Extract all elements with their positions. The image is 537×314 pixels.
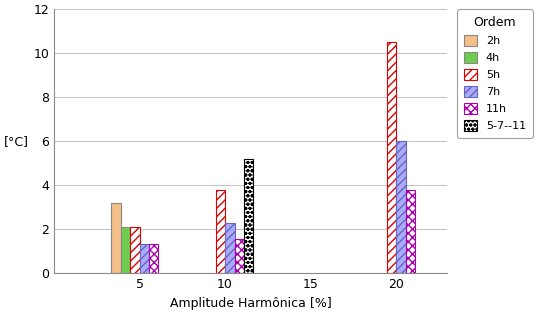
Y-axis label: [°C]: [°C]	[4, 135, 29, 148]
Bar	[121, 227, 130, 273]
Bar	[149, 244, 158, 273]
Bar	[111, 203, 121, 273]
Bar	[396, 141, 405, 273]
Legend: 2h, 4h, 5h, 7h, 11h, 5-7--11: 2h, 4h, 5h, 7h, 11h, 5-7--11	[457, 9, 533, 138]
Bar	[387, 42, 396, 273]
X-axis label: Amplitude Harmônica [%]: Amplitude Harmônica [%]	[170, 297, 332, 310]
Bar	[140, 244, 149, 273]
Bar	[235, 239, 244, 273]
Bar	[216, 190, 225, 273]
Bar	[225, 223, 235, 273]
Bar	[244, 159, 253, 273]
Bar	[405, 190, 415, 273]
Bar	[130, 227, 140, 273]
